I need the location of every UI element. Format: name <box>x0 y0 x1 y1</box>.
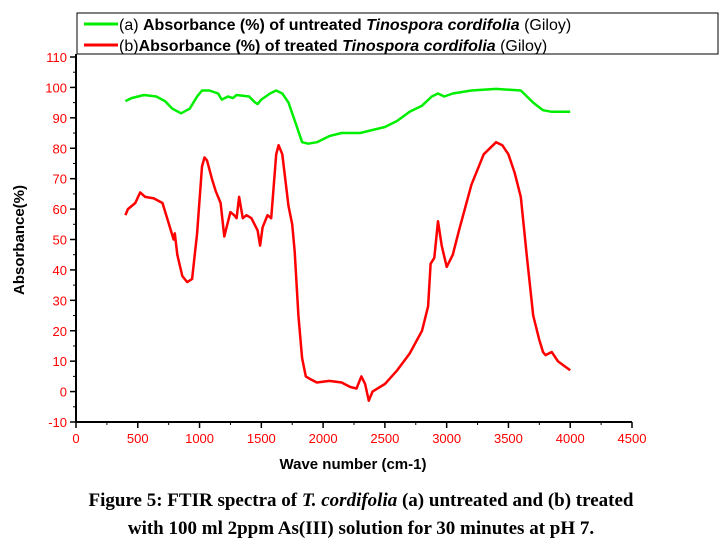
y-tick-label: 80 <box>53 141 67 156</box>
y-tick-label: 30 <box>53 293 67 308</box>
y-tick-label: -10 <box>48 415 67 430</box>
legend-label-b: (b)Absorbance (%) of treated Tinospora c… <box>119 38 547 55</box>
x-tick-label: 4500 <box>618 431 647 446</box>
y-tick-label: 70 <box>53 172 67 187</box>
legend-box <box>76 12 719 55</box>
x-tick-label: 2000 <box>309 431 338 446</box>
caption-text: (a) untreated and (b) treated <box>397 490 634 511</box>
y-tick-label: 10 <box>53 354 67 369</box>
x-tick-label: 2500 <box>370 431 399 446</box>
y-tick-label: 40 <box>53 263 67 278</box>
y-tick-label: 20 <box>53 324 67 339</box>
x-axis-label: Wave number (cm-1) <box>280 456 427 473</box>
y-axis-label: Absorbance(%) <box>11 185 28 295</box>
x-tick-label: 500 <box>127 431 149 446</box>
legend-label-a: (a) Absorbance (%) of untreated Tinospor… <box>119 17 571 34</box>
legend: (a) Absorbance (%) of untreated Tinospor… <box>76 12 719 55</box>
figure-caption-line2: with 100 ml 2ppm As(III) solution for 30… <box>127 518 595 539</box>
x-tick-label: 4000 <box>556 431 585 446</box>
y-tick-label: 100 <box>45 80 67 95</box>
y-tick-label: 0 <box>60 385 67 400</box>
x-tick-label: 3500 <box>494 431 523 446</box>
series-line-treated <box>124 140 571 402</box>
series <box>124 87 571 402</box>
series-line-untreated <box>124 87 571 145</box>
x-tick-label: 1500 <box>247 431 276 446</box>
y-tick-label: 50 <box>53 233 67 248</box>
y-tick-label: 90 <box>53 111 67 126</box>
x-tick-label: 3000 <box>432 431 461 446</box>
x-tick-label: 0 <box>72 431 79 446</box>
y-tick-label: 60 <box>53 202 67 217</box>
figure-caption-line1: Figure 5: FTIR spectra of T. cordifolia … <box>0 487 722 515</box>
axes: -10 0 10 20 30 40 50 60 70 80 90 100 110 0 500 1000 1500… <box>45 50 646 446</box>
caption-species: T. cordifolia <box>301 490 398 511</box>
y-tick-label: 110 <box>46 50 67 65</box>
ftir-chart: -10 0 10 20 30 40 50 60 70 80 90 100 110 0 500 1000 1500… <box>11 12 719 473</box>
x-tick-label: 1000 <box>185 431 214 446</box>
caption-text: Figure 5: FTIR spectra of <box>88 490 302 511</box>
